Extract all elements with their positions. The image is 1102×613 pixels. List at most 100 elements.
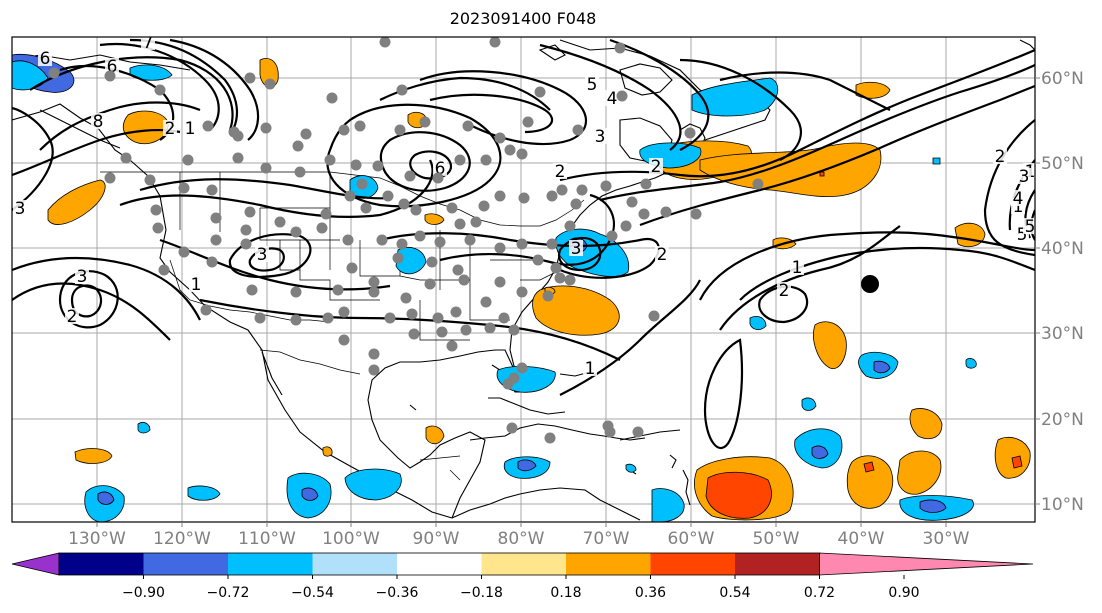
- anomaly-region: [965, 358, 977, 369]
- station-dot: [260, 122, 272, 134]
- station-dot: [464, 234, 476, 246]
- station-dot: [426, 256, 438, 268]
- station-dot: [368, 364, 380, 376]
- station-dot: [454, 154, 466, 166]
- anomaly-region: [137, 422, 151, 434]
- station-dot: [338, 124, 350, 136]
- station-dot: [382, 190, 394, 202]
- station-dot: [542, 290, 554, 302]
- station-dot: [450, 306, 462, 318]
- anomaly-fills: [12, 53, 1031, 522]
- station-dot: [506, 422, 518, 434]
- station-dot: [502, 378, 514, 390]
- anomaly-region: [846, 455, 894, 509]
- colorbar-segment: [143, 553, 229, 575]
- anomaly-region: [532, 285, 620, 336]
- station-dot: [368, 348, 380, 360]
- longitude-label: 110°W: [238, 529, 296, 549]
- colorbar-tick-label: −0.72: [207, 585, 250, 601]
- station-dot: [384, 312, 396, 324]
- station-dot: [602, 420, 614, 432]
- station-dot: [434, 236, 446, 248]
- station-dot: [210, 234, 222, 246]
- station-dot: [752, 178, 764, 190]
- station-dot: [684, 127, 696, 139]
- station-dot: [554, 272, 566, 284]
- station-dot: [690, 208, 702, 220]
- station-dot: [452, 264, 464, 276]
- contour-label: 7: [143, 33, 154, 53]
- longitude-label: 70°W: [583, 529, 630, 549]
- station-dot: [396, 84, 408, 96]
- station-dot: [394, 124, 406, 136]
- station-dot: [260, 162, 272, 174]
- anomaly-region: [425, 425, 445, 445]
- station-dot: [206, 256, 218, 268]
- station-dot: [516, 148, 528, 160]
- colorbar-tick-label: −0.36: [376, 585, 419, 601]
- contour-label: 2: [657, 245, 668, 265]
- graticule: [12, 37, 1035, 522]
- station-dot: [424, 278, 436, 290]
- map-border: [11, 36, 1036, 523]
- station-dot: [516, 238, 528, 250]
- station-dot: [158, 264, 170, 276]
- axis-ticks: [96, 77, 1040, 527]
- contour-label: 5: [1017, 225, 1028, 245]
- station-dot: [640, 178, 652, 190]
- station-dot: [406, 308, 418, 320]
- station-dot: [300, 128, 312, 140]
- station-dot: [240, 224, 252, 236]
- station-dot: [104, 172, 116, 184]
- anomaly-region: [47, 179, 106, 225]
- station-dot: [564, 220, 576, 232]
- anomaly-region: [187, 485, 221, 501]
- contour-label: 6: [435, 159, 446, 179]
- station-dot: [344, 190, 356, 202]
- station-dot: [480, 154, 492, 166]
- anomaly-region: [424, 213, 445, 225]
- station-dot: [202, 120, 214, 132]
- colorbar-tick-label: −0.90: [122, 585, 165, 601]
- station-dot: [576, 184, 588, 196]
- station-dot: [400, 292, 412, 304]
- station-dot: [572, 124, 584, 136]
- contour-label: 3: [257, 245, 268, 265]
- station-dot: [494, 276, 506, 288]
- station-markers: [48, 37, 764, 444]
- station-dot: [504, 144, 516, 156]
- anomaly-region: [909, 408, 943, 440]
- storm-center-marker: [861, 275, 879, 293]
- station-dot: [332, 284, 344, 296]
- station-dot: [392, 252, 404, 264]
- station-dot: [494, 242, 506, 254]
- station-dot: [632, 426, 644, 438]
- colorbar-segment: [228, 553, 313, 575]
- anomaly-region: [813, 321, 847, 369]
- colorbar-tick-label: −0.18: [460, 585, 503, 601]
- station-dot: [570, 198, 582, 210]
- station-dot: [360, 202, 372, 214]
- station-dot: [246, 284, 258, 296]
- anomaly-region: [1011, 455, 1023, 469]
- station-dot: [460, 324, 472, 336]
- contour-label: 2: [555, 162, 566, 182]
- station-dot: [489, 37, 501, 48]
- contour-label: 2: [651, 157, 662, 177]
- anomaly-region: [749, 316, 767, 330]
- station-dot: [404, 170, 416, 182]
- contour-label: 3: [15, 199, 26, 219]
- colorbar-segment: [735, 553, 820, 575]
- contour-label: 2: [779, 281, 790, 301]
- anomaly-region: [811, 445, 829, 459]
- latitude-label: 50°N: [1041, 154, 1084, 174]
- station-dot: [616, 90, 628, 102]
- station-dot: [470, 216, 482, 228]
- station-dot: [376, 234, 388, 246]
- colorbar-segment: [397, 553, 482, 575]
- station-dot: [546, 238, 558, 250]
- station-dot: [210, 212, 222, 224]
- station-dot: [410, 204, 422, 216]
- anomaly-region: [691, 77, 779, 117]
